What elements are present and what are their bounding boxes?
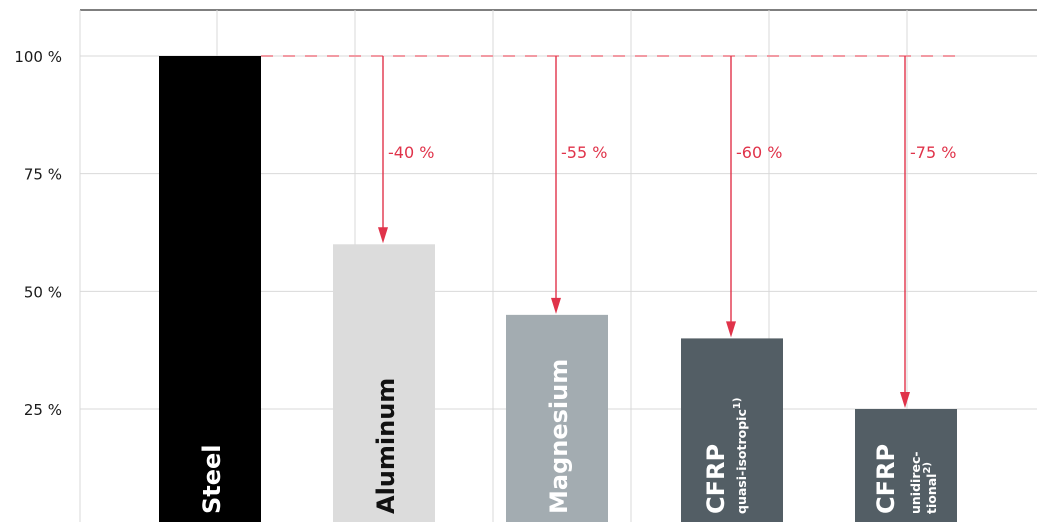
reduction-arrows: -40 % -55 % -60 % -75 %	[378, 56, 956, 408]
reduction-label: -40 %	[388, 143, 434, 162]
bar-0	[159, 56, 261, 522]
y-tick-label: 50 %	[24, 283, 62, 301]
bar-label-1: Aluminum	[372, 378, 400, 514]
bar-2	[506, 314, 608, 522]
footnote-marker: 2)	[922, 462, 933, 474]
arrow-head	[551, 297, 561, 314]
bars	[159, 56, 957, 522]
bar-label-2: Magnesium	[545, 359, 573, 514]
footnote-marker: 1)	[732, 398, 743, 410]
category-sublabel: quasi-isotropic1)	[732, 398, 749, 514]
bar-labels: Steel Aluminum Magnesium CFRP quasi-isotropi…	[198, 359, 939, 514]
category-label: Steel	[198, 444, 226, 514]
bar-label-4: CFRP unidirec-tional2)	[872, 444, 939, 514]
reduction-label: -75 %	[910, 143, 956, 162]
category-sublabel: tional2)	[922, 462, 939, 514]
y-tick-label: 25 %	[24, 401, 62, 419]
arrow-head	[900, 392, 910, 408]
arrow-head	[726, 321, 736, 338]
category-label: CFRP	[872, 444, 900, 514]
bar-4	[855, 409, 957, 522]
bar-1	[333, 244, 435, 522]
y-tick-label: 100 %	[14, 48, 62, 66]
bar-label-3: CFRP quasi-isotropic1)	[702, 398, 749, 514]
reduction-label: -60 %	[736, 143, 782, 162]
arrow-head	[378, 227, 388, 244]
bar-3	[681, 338, 783, 522]
category-label: Aluminum	[372, 378, 400, 514]
y-axis-ticks: 100 % 75 % 50 % 25 %	[14, 48, 62, 419]
category-sublabel: unidirec-	[908, 451, 923, 514]
category-label: CFRP	[702, 444, 730, 514]
y-tick-label: 75 %	[24, 166, 62, 184]
category-label: Magnesium	[545, 359, 573, 514]
reduction-label: -55 %	[561, 143, 607, 162]
bar-label-0: Steel	[198, 444, 226, 514]
